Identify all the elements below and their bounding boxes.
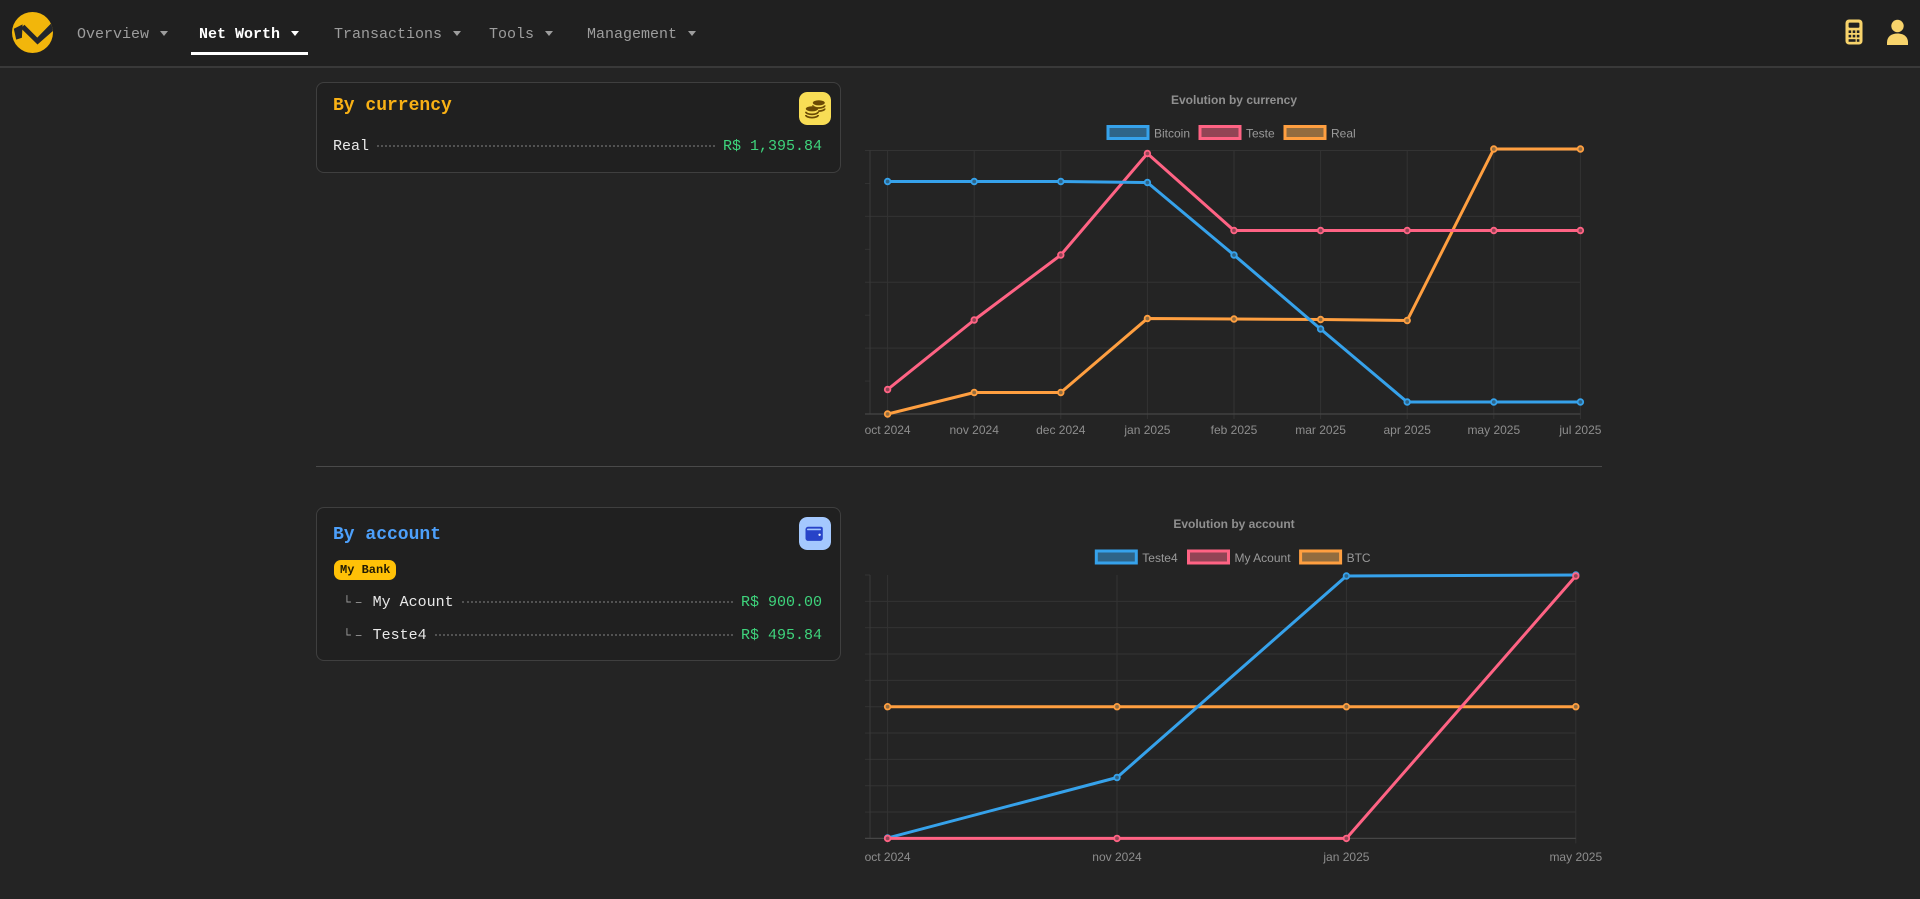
svg-text:mar 2025: mar 2025 [1295,423,1346,437]
svg-text:jul 2025: jul 2025 [1558,423,1601,437]
svg-text:apr 2025: apr 2025 [1384,423,1432,437]
svg-text:Evolution by account: Evolution by account [1173,517,1294,531]
svg-text:Teste: Teste [1246,127,1275,141]
svg-text:may 2025: may 2025 [1549,850,1602,864]
svg-text:may 2025: may 2025 [1467,423,1520,437]
svg-text:My Acount: My Acount [1235,551,1292,565]
svg-text:dec 2024: dec 2024 [1036,423,1086,437]
svg-text:jan 2025: jan 2025 [1123,423,1170,437]
svg-text:jan 2025: jan 2025 [1322,850,1369,864]
svg-text:BTC: BTC [1347,551,1371,565]
svg-text:oct 2024: oct 2024 [865,423,911,437]
svg-text:feb 2025: feb 2025 [1211,423,1258,437]
svg-text:Evolution by currency: Evolution by currency [1171,93,1297,107]
svg-text:oct 2024: oct 2024 [865,850,911,864]
svg-text:nov 2024: nov 2024 [1092,850,1142,864]
svg-text:nov 2024: nov 2024 [950,423,1000,437]
svg-text:Bitcoin: Bitcoin [1154,127,1190,141]
svg-text:Real: Real [1331,127,1356,141]
svg-text:Teste4: Teste4 [1142,551,1178,565]
